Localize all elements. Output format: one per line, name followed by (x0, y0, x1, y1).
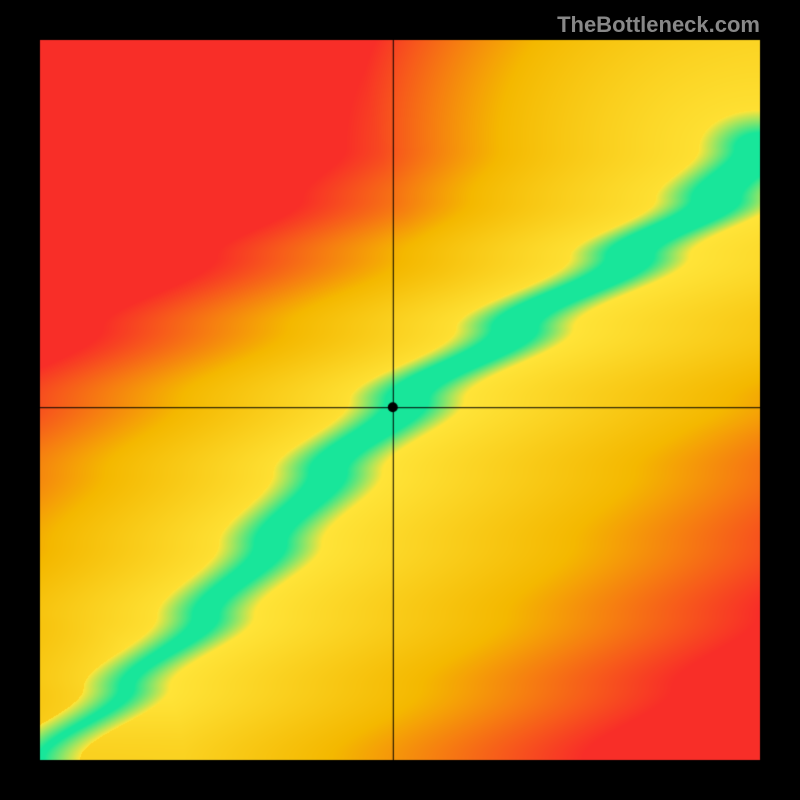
heatmap-canvas (0, 0, 800, 800)
watermark-text: TheBottleneck.com (557, 12, 760, 38)
